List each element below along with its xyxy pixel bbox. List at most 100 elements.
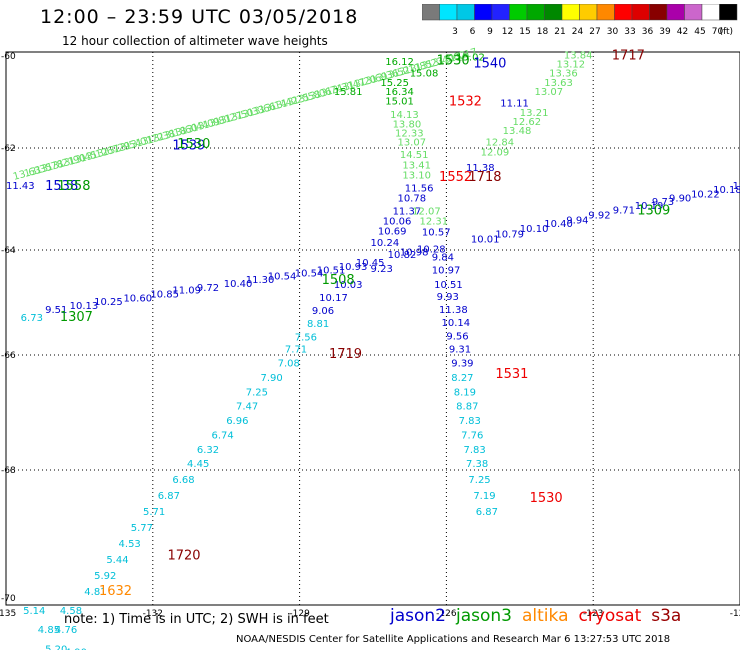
wave-height-label: 13.80	[393, 119, 422, 130]
scale-tick-label: 9	[487, 27, 493, 37]
lon-tick-label: -135	[0, 609, 16, 619]
wave-height-label: 10.01	[471, 234, 500, 245]
wave-height-label: 11.43	[6, 181, 35, 192]
wave-height-label: 9.73	[652, 197, 674, 208]
wave-height-label: 13.48	[503, 126, 532, 137]
wave-height-label: 10.93	[339, 262, 368, 273]
lat-tick-label: -62	[1, 144, 16, 154]
satellite-legend-item: jason2	[390, 606, 446, 626]
wave-height-label: 9.71	[613, 205, 635, 216]
footer-credit: NOAA/NESDIS Center for Satellite Applica…	[236, 634, 671, 645]
wave-height-label: 9.90	[669, 194, 691, 205]
scale-swatch	[596, 4, 615, 21]
wave-height-label: 13.84	[564, 50, 593, 61]
scale-swatch	[684, 4, 703, 21]
wave-height-label: 10.06	[383, 217, 412, 228]
scale-tick-label: 24	[572, 27, 584, 37]
wave-height-label: 10.57	[422, 228, 451, 239]
wave-height-label: 14.13	[390, 110, 419, 121]
wave-height-label: 9.84	[432, 253, 454, 264]
scale-tick-label: 21	[554, 27, 565, 37]
lon-tick-label: -129	[289, 609, 310, 619]
wave-height-label: 10.54	[268, 271, 297, 282]
wave-height-label: 4.58	[60, 606, 82, 617]
scale-swatch	[439, 4, 458, 21]
wave-height-label: 10.45	[356, 258, 385, 269]
wave-height-label: 13.12	[557, 60, 586, 71]
track-time-label: 1309	[637, 203, 670, 218]
satellite-legend-item: jason3	[456, 606, 512, 626]
wave-height-label: 5.77	[131, 523, 153, 534]
wave-height-label: 7.83	[464, 445, 486, 456]
wave-height-label: 4.90	[65, 648, 87, 650]
wave-height-label: 5.14	[23, 606, 45, 617]
wave-height-label: 11.37	[393, 206, 422, 217]
lat-tick-label: -60	[1, 52, 16, 62]
scale-swatch	[719, 4, 738, 21]
wave-height-label: 13.36	[549, 69, 578, 80]
scale-swatch	[649, 4, 668, 21]
wave-height-label: 10.40	[224, 279, 253, 290]
wave-height-label: 16.34	[385, 87, 414, 98]
wave-height-readings: 13.8413.1213.3613.6313.0711.1113.2112.62…	[6, 50, 740, 650]
wave-height-label: 10.79	[495, 229, 524, 240]
scale-tick-label: 39	[659, 27, 671, 37]
wave-height-label: 6.32	[197, 445, 219, 456]
scale-tick-label: 12	[502, 27, 513, 37]
lat-tick-label: -68	[1, 466, 16, 476]
scale-swatch	[561, 4, 580, 21]
track-time-label: 1508	[322, 273, 355, 288]
wave-height-label: 7.76	[461, 430, 483, 441]
wave-height-label: 7.25	[246, 387, 268, 398]
wave-height-label: 7.47	[236, 402, 258, 413]
wave-height-label: 7.71	[285, 344, 307, 355]
track-time-label: 1530	[177, 137, 210, 152]
wave-height-label: 13.07	[534, 87, 563, 98]
wave-height-label: 15.25	[380, 78, 409, 89]
lon-tick-label: -123	[583, 609, 603, 619]
wave-height-label: 9.94	[566, 215, 588, 226]
wave-height-label: 9.23	[371, 264, 393, 275]
wave-height-label: 7.08	[278, 359, 300, 370]
track-time-label: 1538	[45, 179, 78, 194]
scale-tick-label: 15	[519, 27, 530, 37]
wave-height-label: 10.86	[733, 181, 740, 192]
wave-height-label: 4.81	[84, 587, 106, 598]
wave-height-label: 10.78	[397, 194, 426, 205]
wave-height-label: 15.81	[334, 87, 363, 98]
scale-tick-label: 42	[677, 27, 688, 37]
wave-height-label: 10.60	[123, 293, 152, 304]
wave-height-label: 12.09	[481, 148, 510, 159]
wave-height-label: 7.38	[466, 459, 488, 470]
scale-swatch	[666, 4, 685, 21]
wave-height-label: 12.84	[486, 138, 515, 149]
plot-frame	[5, 51, 740, 606]
wave-height-label: 12.62	[512, 117, 541, 128]
wave-height-label: 12.33	[395, 129, 424, 140]
scale-tick-label: 27	[589, 27, 600, 37]
satellite-legend-item: cryosat	[578, 606, 642, 626]
wave-height-label: 7.56	[295, 332, 317, 343]
wave-height-label: 9.92	[588, 210, 610, 221]
map-subtitle: 12 hour collection of altimeter wave hei…	[62, 34, 328, 48]
wave-height-label: 9.51	[45, 305, 67, 316]
wave-height-label: 10.97	[432, 266, 461, 277]
map-title: 12:00 – 23:59 UTC 03/05/2018	[40, 6, 359, 28]
scale-swatch	[422, 4, 440, 21]
track-time-labels: 1717153215401530153915301538155815521718…	[45, 49, 670, 599]
scale-tick-label: 70	[712, 27, 724, 37]
satellite-legend-item: altika	[522, 606, 569, 626]
wave-height-label: 10.51	[317, 266, 346, 277]
track-time-label: 1719	[329, 347, 362, 362]
scale-swatch	[509, 4, 528, 21]
wave-height-label: 13.10	[402, 171, 431, 182]
wave-height-label: 9.06	[312, 306, 334, 317]
wave-height-label: 10.69	[378, 227, 407, 238]
scale-swatch	[456, 4, 475, 21]
wave-height-label: 8.87	[456, 402, 478, 413]
wave-height-label: 10.03	[334, 280, 363, 291]
wave-height-label: 4.76	[55, 625, 77, 636]
scale-tick-label: 45	[694, 27, 705, 37]
wave-height-label: 10.22	[691, 189, 720, 200]
scale-swatch	[544, 4, 563, 21]
